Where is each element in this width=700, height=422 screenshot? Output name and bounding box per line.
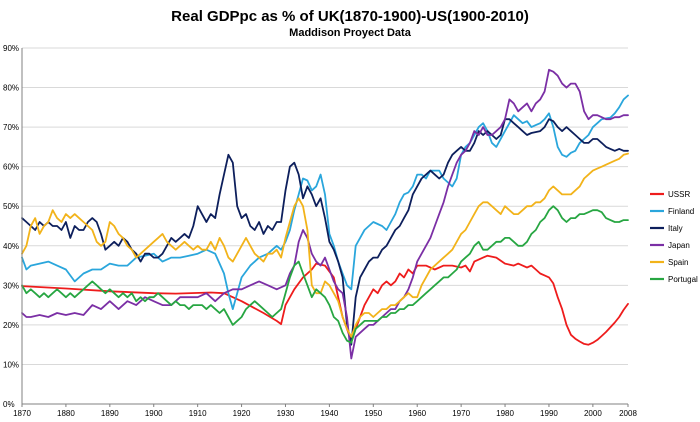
axes <box>21 48 628 405</box>
x-axis-ticks: 1870 1880 1890 1900 1910 1920 1930 1940 1950 1960… <box>13 404 637 418</box>
y-tick-label: 70% <box>3 123 19 132</box>
x-tick-label: 1920 <box>233 409 251 418</box>
legend-label-spain: Spain <box>668 258 688 267</box>
series-line-finland <box>21 94 629 310</box>
series-line-italy <box>21 118 629 346</box>
x-tick-label: 1870 <box>13 409 31 418</box>
y-tick-label: 10% <box>3 360 19 369</box>
legend-label-ussr: USSR <box>668 190 690 199</box>
x-tick-label: 1880 <box>57 409 75 418</box>
y-tick-label: 50% <box>3 202 19 211</box>
y-tick-label: 40% <box>3 242 19 251</box>
series-line-ussr <box>21 254 629 346</box>
y-tick-label: 60% <box>3 163 19 172</box>
x-tick-label: 2000 <box>584 409 602 418</box>
legend: USSR Finland Italy Japan Spain Portugal <box>650 190 698 284</box>
series-line-spain <box>21 152 629 338</box>
x-tick-label: 1990 <box>540 409 558 418</box>
x-tick-label: 1930 <box>277 409 295 418</box>
legend-label-portugal: Portugal <box>668 275 698 284</box>
gridlines <box>22 47 628 365</box>
x-tick-label: 1910 <box>189 409 207 418</box>
y-tick-label: 80% <box>3 84 19 93</box>
x-tick-label: 1940 <box>320 409 338 418</box>
y-tick-label: 90% <box>3 44 19 53</box>
x-tick-label: 1960 <box>408 409 426 418</box>
series-lines <box>21 68 629 360</box>
chart-title: Real GDPpc as % of UK(1870-1900)-US(1900… <box>171 8 529 25</box>
y-tick-label: 0% <box>3 400 15 409</box>
y-tick-label: 20% <box>3 321 19 330</box>
x-tick-label: 1980 <box>496 409 514 418</box>
legend-label-italy: Italy <box>668 224 683 233</box>
x-tick-label: 1970 <box>452 409 470 418</box>
x-tick-label: 1890 <box>101 409 119 418</box>
legend-label-japan: Japan <box>668 241 690 250</box>
x-tick-label: 1950 <box>364 409 382 418</box>
y-tick-label: 30% <box>3 281 19 290</box>
x-tick-label: 2008 <box>619 409 637 418</box>
x-tick-label: 1900 <box>145 409 163 418</box>
chart-subtitle: Maddison Proyect Data <box>289 27 411 39</box>
legend-label-finland: Finland <box>668 207 694 216</box>
y-axis-ticks: 0% 10% 20% 30% 40% 50% 60% 70% 80% 90% <box>3 44 19 409</box>
series-line-portugal <box>21 205 629 344</box>
